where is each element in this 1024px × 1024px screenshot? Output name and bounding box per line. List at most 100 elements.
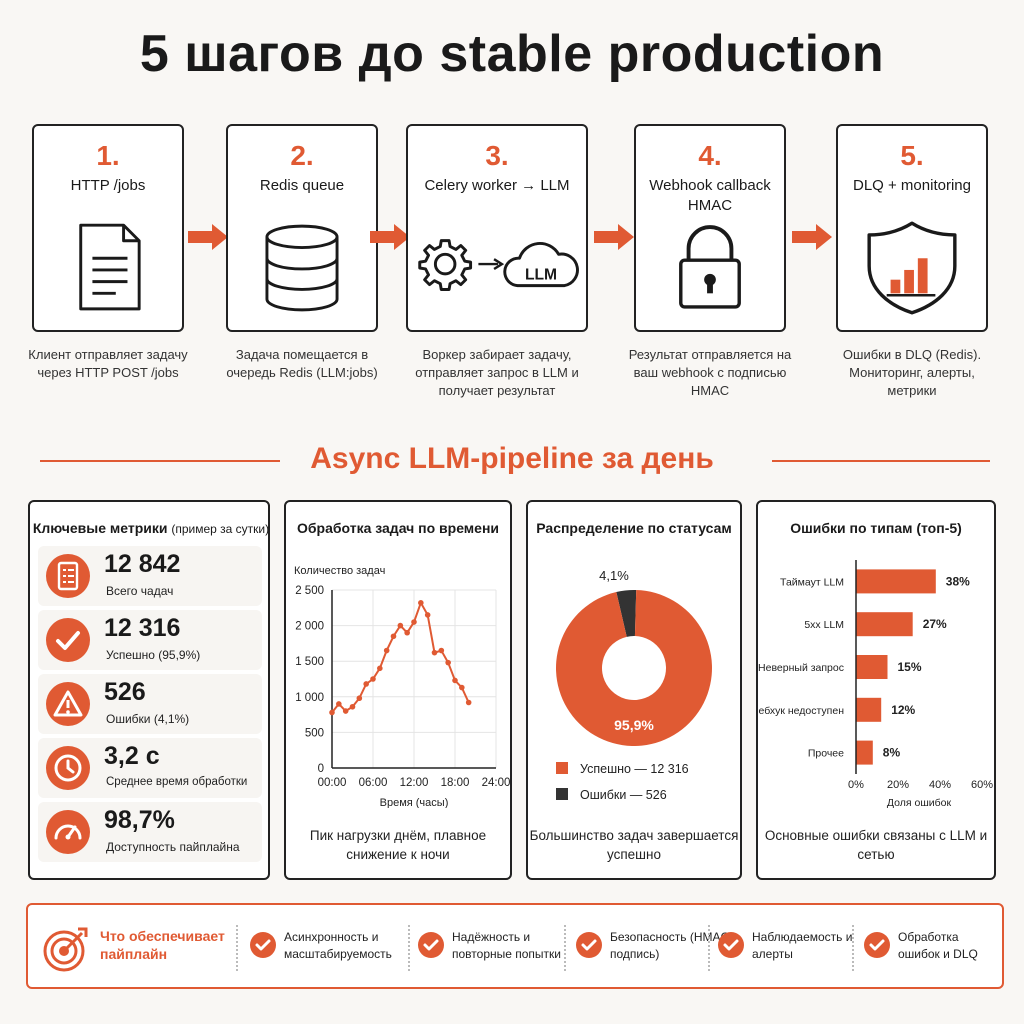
bar: [856, 655, 888, 679]
bar-value-label: 8%: [883, 746, 901, 760]
line-chart-title: Обработка задач по времени: [296, 520, 500, 536]
pie-slice-errors: [616, 590, 637, 637]
x-axis-label: Время (часы): [380, 797, 449, 808]
separator: [852, 925, 854, 971]
step-card-2: 2. Redis queue: [226, 124, 378, 332]
separator: [236, 925, 238, 971]
legend-swatch: [556, 788, 568, 800]
step-number: 4.: [698, 140, 722, 171]
feature-text: Обработка ошибок и DLQ: [898, 930, 978, 961]
cloud-llm-label: LLM: [525, 267, 557, 284]
arrow-right-icon: [370, 224, 410, 250]
metric-errors: 526 Ошибки (4,1%): [38, 674, 262, 734]
x-tick-label: 40%: [929, 779, 951, 791]
metric-total: 12 842 Всего чадач: [38, 546, 262, 606]
check-icon: [250, 932, 276, 958]
check-icon: [576, 932, 602, 958]
feature-text: Безопасность (HMAC-подпись): [610, 930, 734, 961]
target-icon: [43, 927, 88, 972]
metrics-panel-title: Ключевые метрики (пример за сутки): [32, 520, 270, 536]
step-title: HTTP /jobs: [70, 177, 146, 194]
pie-chart-caption: Большинство задач завершается успешно: [529, 828, 739, 862]
gear-cloud-icon: LLM: [418, 239, 579, 291]
arrow-right-icon: [792, 224, 832, 250]
gauge-icon: [46, 810, 90, 854]
bar: [856, 740, 873, 765]
data-point: [465, 699, 472, 706]
data-point: [356, 695, 363, 702]
step-description-3: Воркер забирает задачу, отправляет запро…: [415, 347, 579, 398]
x-tick-label: 0%: [848, 779, 864, 791]
feature-text: Наблюдаемость и алерты: [752, 930, 853, 961]
pie-chart: 4,1% 95,9% Успешно — 12 316 Ошибки — 526: [556, 568, 712, 802]
data-point: [438, 647, 445, 654]
bar: [856, 697, 882, 722]
separator: [564, 925, 566, 971]
bar-chart: Таймаут LLM 38% 5xx LLM 27% Неверный запрос 1…: [758, 560, 993, 809]
y-tick-label: 1 500: [295, 656, 324, 668]
data-point: [349, 703, 356, 710]
section-divider-right: [772, 460, 990, 462]
step-number: 5.: [900, 140, 924, 171]
pie-slice-success: [556, 590, 712, 746]
data-point: [336, 701, 342, 707]
bar-category-label: Прочее: [808, 748, 844, 760]
metric-label: Ошибки (4,1%): [106, 712, 190, 726]
data-point: [390, 633, 397, 640]
pie-label-errors: 4,1%: [599, 568, 629, 583]
data-point: [329, 709, 335, 716]
series-line: [331, 600, 470, 714]
feature-text: Надёжность и повторные попытки: [452, 930, 561, 961]
data-point: [377, 665, 383, 672]
bar-chart-caption: Основные ошибки связаны с LLM и сетью: [764, 828, 988, 862]
step-card-3: 3. Celery worker → LLM LLM: [406, 124, 588, 332]
data-point: [445, 659, 451, 666]
feature-text: Асинхронность и масштабируемость: [284, 930, 392, 961]
bar: [856, 569, 936, 594]
x-axis-label: Доля ошибок: [887, 797, 952, 809]
metric-latency: 3,2 с Среднее время обработки: [38, 738, 262, 798]
section-divider-left: [40, 460, 280, 462]
separator: [408, 925, 410, 971]
x-tick-label: 12:00: [400, 777, 429, 789]
x-tick-label: 00:00: [318, 777, 347, 789]
step-number: 1.: [96, 140, 120, 171]
legend-swatch: [556, 762, 568, 774]
data-point: [431, 649, 438, 656]
bar: [856, 612, 913, 637]
y-tick-label: 0: [318, 763, 324, 775]
x-tick-label: 06:00: [359, 777, 388, 789]
data-point: [404, 629, 410, 636]
legend-label: Успешно — 12 316: [580, 762, 689, 776]
document-icon: [79, 223, 141, 311]
step-card-5: 5. DLQ + monitoring: [836, 124, 988, 332]
step-description-2: Задача помещается в очередь Redis (LLM:j…: [226, 347, 378, 380]
x-tick-label: 24:00: [482, 777, 510, 789]
page-title: 5 шагов до stable production: [139, 25, 885, 83]
check-icon: [718, 932, 744, 958]
step-title: Celery worker → LLM: [424, 177, 570, 194]
metric-availability: 98,7% Доступность пайплайна: [38, 802, 262, 862]
bar-value-label: 27%: [923, 617, 947, 631]
arrow-right-icon: [188, 224, 228, 250]
data-point: [397, 622, 404, 629]
metric-label: Среднее время обработки: [106, 776, 248, 788]
metric-success: 12 316 Успешно (95,9%): [38, 610, 262, 670]
pie-chart-panel: Распределение по статусам 4,1% 95,9% Успеш…: [526, 500, 742, 880]
data-point: [452, 677, 458, 684]
metric-label: Всего чадач: [106, 584, 174, 598]
metric-value: 12 316: [104, 614, 181, 642]
bar-category-label: Неверный запрос: [758, 662, 844, 674]
check-icon: [418, 932, 444, 958]
bar-chart-panel: Ошибки по типам (топ-5) Таймаут LLM 38% 5x…: [756, 500, 996, 880]
step-title: Redis queue: [259, 177, 345, 194]
section-title: Async LLM-pipeline за день: [310, 442, 714, 475]
check-icon: [46, 618, 90, 662]
step-title: DLQ + monitoring: [853, 177, 971, 194]
metric-value: 12 842: [104, 550, 181, 578]
bar-value-label: 12%: [891, 703, 915, 717]
data-point: [459, 684, 465, 691]
x-tick-label: 60%: [971, 779, 993, 791]
metric-value: 3,2 с: [104, 742, 160, 770]
database-icon: [265, 224, 339, 312]
